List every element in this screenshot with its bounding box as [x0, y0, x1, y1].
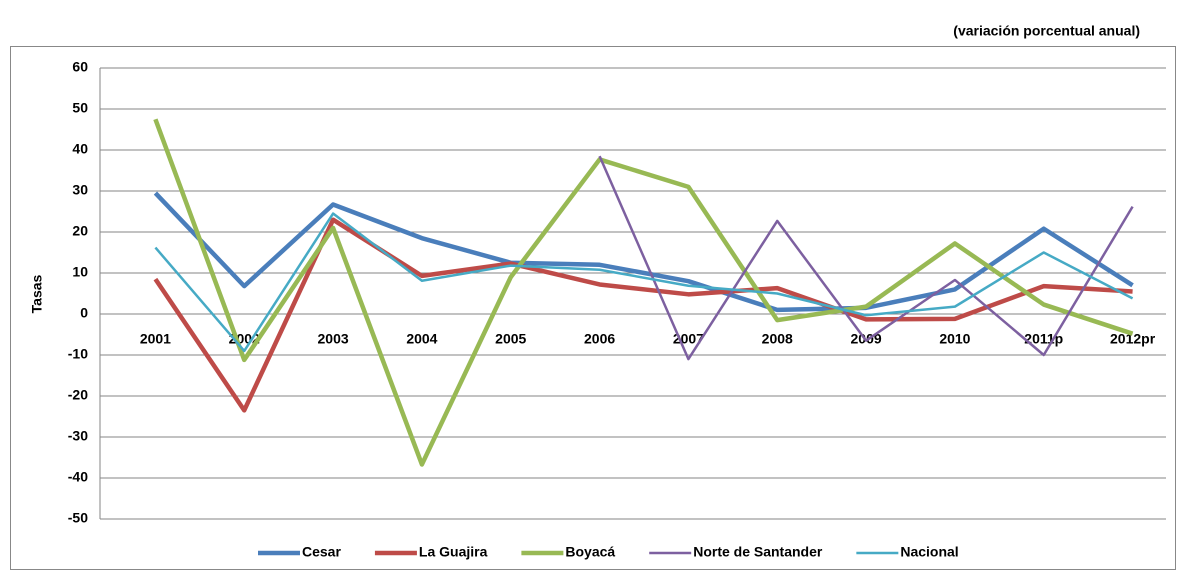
- series-line: [153, 217, 1133, 413]
- chart-subtitle: (variación porcentual anual): [953, 23, 1140, 39]
- y-tick-label: 0: [80, 305, 88, 321]
- y-tick-label: 50: [72, 100, 88, 116]
- x-tick-label: 2010: [939, 331, 970, 347]
- x-tick-label: 2003: [318, 331, 349, 347]
- y-tick-label: 30: [72, 182, 88, 198]
- legend-label: Cesar: [302, 544, 341, 560]
- y-tick-label: -40: [68, 469, 88, 485]
- x-tick-label: 2011p: [1024, 331, 1063, 347]
- y-tick-label: 10: [72, 264, 88, 280]
- series-line: [153, 191, 1134, 313]
- y-axis-label: Tasas: [29, 274, 45, 313]
- y-tick-label: 60: [72, 59, 88, 75]
- series-line: [153, 118, 1134, 467]
- x-tick-label: 2004: [406, 331, 437, 347]
- x-tick-label: 2001: [140, 331, 171, 347]
- y-tick-label: 40: [72, 141, 88, 157]
- series-line: [154, 212, 1134, 353]
- x-tick-label: 2006: [584, 331, 615, 347]
- x-tick-label: 2012pr: [1110, 331, 1156, 347]
- y-tick-label: -30: [68, 428, 88, 444]
- x-tick-label: 2005: [495, 331, 526, 347]
- legend-label: La Guajira: [419, 544, 488, 560]
- y-tick-label: 20: [72, 223, 88, 239]
- x-tick-label: 2008: [762, 331, 793, 347]
- y-tick-label: -20: [68, 387, 88, 403]
- y-tick-label: -10: [68, 346, 88, 362]
- legend-label: Nacional: [900, 544, 958, 560]
- y-tick-label: -50: [68, 510, 88, 526]
- chart-frame: [10, 46, 1176, 570]
- series-line: [598, 155, 1134, 361]
- legend-label: Norte de Santander: [693, 544, 823, 560]
- legend-label: Boyacá: [565, 544, 615, 560]
